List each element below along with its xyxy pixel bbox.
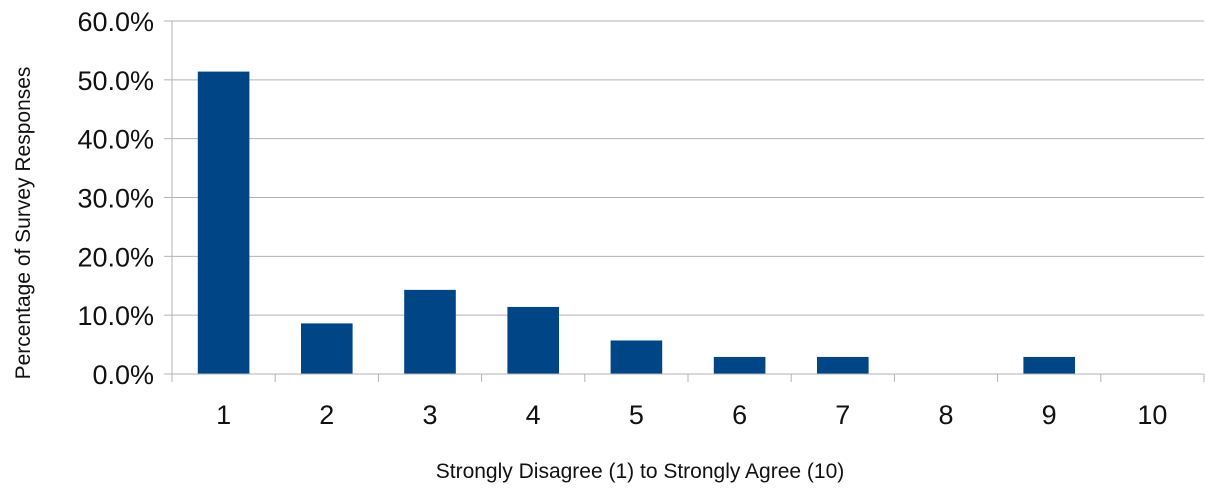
y-axis-title: Percentage of Survey Responses [12, 67, 35, 380]
x-tick-label: 9 [1042, 400, 1057, 430]
bar-1 [197, 71, 250, 374]
tick-labels: 0.0% 10.0% 20.0% 30.0% 40.0% 50.0% 60.0% 1 2 3 4 5 6… [77, 7, 1167, 430]
y-tick-label: 30.0% [77, 184, 154, 214]
x-tick-label: 10 [1137, 400, 1167, 430]
x-tick-label: 3 [422, 400, 437, 430]
y-tick-label: 40.0% [77, 125, 154, 155]
y-tick-label: 0.0% [92, 360, 154, 390]
x-tick-label: 8 [938, 400, 953, 430]
x-tick-label: 7 [835, 400, 850, 430]
bars [197, 71, 1075, 374]
y-tick-label: 10.0% [77, 301, 154, 331]
bar-2 [301, 323, 353, 374]
y-tick-label: 50.0% [77, 66, 154, 96]
x-axis-title: Strongly Disagree (1) to Strongly Agree … [436, 460, 845, 483]
gridlines [172, 20, 1204, 316]
bar-4 [507, 306, 559, 374]
bar-9 [1023, 356, 1075, 374]
bar-5 [610, 340, 663, 374]
bar-3 [404, 289, 456, 374]
x-tick-label: 4 [526, 400, 541, 430]
bar-7 [817, 356, 869, 374]
bar-6 [713, 356, 766, 374]
axes [164, 20, 1205, 382]
x-tick-label: 5 [629, 400, 644, 430]
x-tick-label: 1 [216, 400, 231, 430]
x-tick-label: 2 [319, 400, 334, 430]
y-tick-label: 60.0% [77, 7, 154, 37]
y-tick-label: 20.0% [77, 242, 154, 272]
x-tick-label: 6 [732, 400, 747, 430]
